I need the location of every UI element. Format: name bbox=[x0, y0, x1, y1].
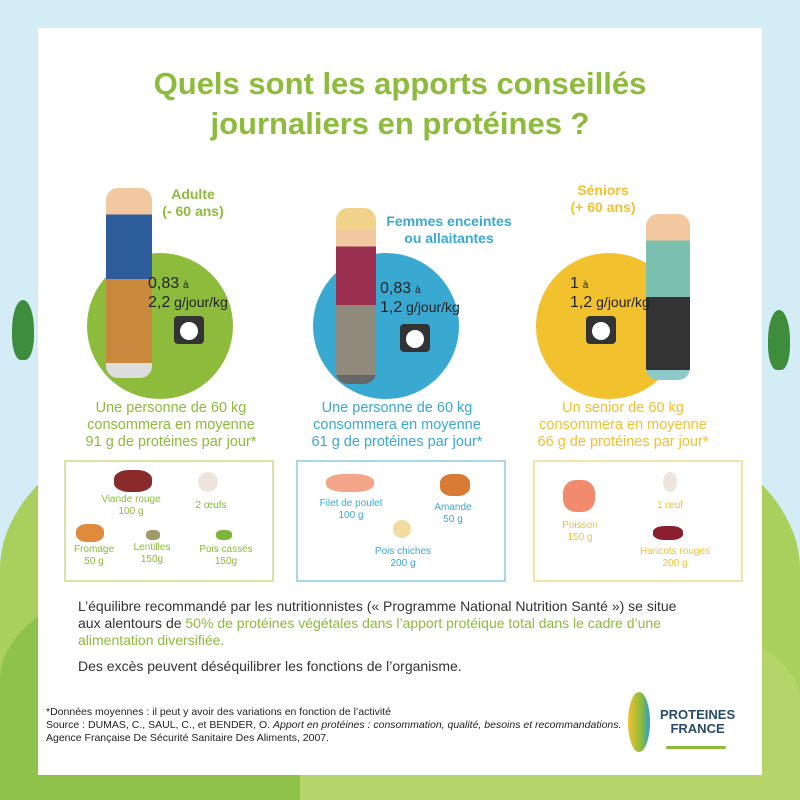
chicken-fillet-icon bbox=[326, 474, 374, 492]
tree bbox=[12, 300, 34, 360]
logo-text: PROTEINES FRANCE bbox=[660, 707, 736, 736]
senior-label: Séniors (+ 60 ans) bbox=[570, 182, 636, 215]
logo-underline bbox=[666, 746, 726, 749]
red-beans-icon bbox=[653, 526, 683, 540]
senior-summary: Un senior de 60 kg consommera en moyenne 6… bbox=[537, 400, 709, 450]
egg-icon bbox=[663, 472, 677, 492]
scale-icon bbox=[586, 316, 616, 344]
proteines-france-logo: PROTEINES FRANCE bbox=[628, 688, 748, 768]
leaf-icon bbox=[628, 692, 650, 752]
recommendation-text: L’équilibre recommandé par les nutrition… bbox=[78, 598, 677, 648]
pregnant-woman-illustration bbox=[336, 208, 376, 384]
senior-food-box: Poisson 150 g 1 œuf Haricots rouges 200 g bbox=[533, 460, 743, 582]
pregnant-label: Femmes enceintes ou allaitantes bbox=[386, 213, 512, 246]
chickpeas-icon bbox=[393, 520, 411, 538]
page-title: Quels sont les apports conseillés journal… bbox=[153, 66, 647, 141]
food-item: Poisson 150 g bbox=[562, 520, 598, 543]
cheese-icon bbox=[76, 524, 104, 542]
food-item: Lentilles 150g bbox=[133, 542, 171, 565]
scale-icon bbox=[400, 324, 430, 352]
eggs-icon bbox=[198, 472, 218, 492]
red-meat-icon bbox=[114, 470, 152, 492]
senior-illustration bbox=[646, 214, 690, 380]
food-item: Viande rouge 100 g bbox=[101, 494, 161, 517]
footnote: *Données moyennes : il peut y avoir des … bbox=[46, 706, 622, 744]
pregnant-dose: 0,83 à 1,2 g/jour/kg bbox=[380, 280, 460, 316]
infographic-card: Quels sont les apports conseillés journal… bbox=[38, 28, 762, 775]
tree bbox=[768, 310, 790, 370]
adult-label: Adulte (- 60 ans) bbox=[162, 186, 224, 219]
fish-icon bbox=[563, 480, 595, 512]
food-item: Filet de poulet 100 g bbox=[319, 498, 383, 521]
pregnant-food-box: Filet de poulet 100 g Amande 50 g Pois chi… bbox=[296, 460, 506, 582]
food-item: Fromage 50 g bbox=[73, 544, 114, 567]
food-item: 1 œuf bbox=[656, 500, 684, 511]
food-item: 2 œufs bbox=[195, 500, 227, 511]
lentils-icon bbox=[146, 530, 160, 540]
pregnant-summary: Une personne de 60 kg consommera en moyen… bbox=[311, 400, 483, 450]
food-item: Haricots rouges 200 g bbox=[639, 546, 711, 569]
split-peas-icon bbox=[216, 530, 232, 540]
adult-summary: Une personne de 60 kg consommera en moyen… bbox=[85, 400, 257, 450]
warning-text: Des excès peuvent déséquilibrer les fonc… bbox=[78, 658, 462, 674]
scale-icon bbox=[174, 316, 204, 344]
adult-food-box: Viande rouge 100 g 2 œufs Fromage 50 g Len… bbox=[64, 460, 274, 582]
adult-dose: 0,83 à 2,2 g/jour/kg bbox=[148, 275, 228, 311]
pregnant-circle bbox=[313, 253, 459, 399]
almond-icon bbox=[440, 474, 470, 496]
food-item: Pois chiches 200 g bbox=[374, 546, 432, 569]
adult-illustration bbox=[106, 188, 152, 378]
food-item: Amande 50 g bbox=[434, 502, 472, 525]
senior-dose: 1 à 1,2 g/jour/kg bbox=[570, 275, 650, 311]
food-item: Pois cassés 150g bbox=[199, 544, 253, 567]
